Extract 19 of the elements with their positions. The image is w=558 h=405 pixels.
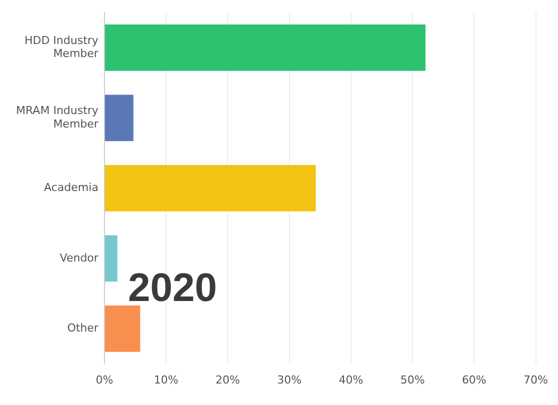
bar xyxy=(104,165,316,212)
x-tick-label: 20% xyxy=(215,373,240,386)
y-tick-label: Other xyxy=(67,322,99,335)
y-tick-label: HDD Industry Member xyxy=(24,34,99,60)
x-tick-label: 0% xyxy=(96,373,114,386)
x-tick-label: 60% xyxy=(462,373,486,386)
y-tick-label: MRAM Industry Member xyxy=(16,104,99,130)
bar xyxy=(104,94,134,142)
annotation: 2020 xyxy=(128,266,217,310)
x-tick-label: 10% xyxy=(154,373,178,386)
y-tick-label: Academia xyxy=(44,181,98,194)
x-tick-label: 70% xyxy=(524,373,548,386)
x-tick-label: 40% xyxy=(338,373,364,386)
x-tick-label: 30% xyxy=(277,373,302,386)
x-tick-label: 50% xyxy=(400,373,425,386)
y-tick-label: Vendor xyxy=(60,251,99,264)
bar xyxy=(104,235,118,282)
bar xyxy=(104,306,140,352)
bar xyxy=(104,24,426,71)
